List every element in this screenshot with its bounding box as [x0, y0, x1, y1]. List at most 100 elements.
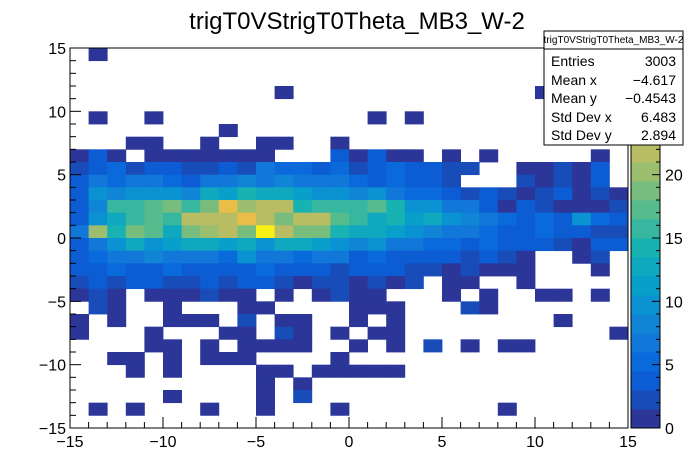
heatmap-cell	[237, 149, 257, 163]
heatmap-cell	[590, 187, 610, 201]
heatmap-cell	[442, 225, 461, 239]
heatmap-cell	[70, 250, 89, 264]
heatmap-cell	[367, 187, 387, 201]
heatmap-cell	[367, 162, 387, 176]
heatmap-cell	[237, 174, 257, 188]
heatmap-cell	[88, 301, 108, 315]
heatmap-cell	[274, 162, 294, 176]
heatmap-cell	[274, 225, 294, 239]
heatmap-cell	[125, 200, 145, 214]
heatmap-cell	[442, 238, 461, 252]
heatmap-cell	[88, 225, 108, 239]
heatmap-cell	[237, 238, 257, 252]
heatmap-cell	[479, 187, 499, 201]
heatmap-cell	[163, 162, 182, 176]
heatmap-cell	[386, 263, 406, 277]
heatmap-cell	[367, 200, 387, 214]
heatmap-cell	[181, 314, 201, 328]
stats-box-title: trigT0VStrigT0Theta_MB3_W-2	[544, 35, 684, 46]
heatmap-cell	[70, 288, 89, 302]
heatmap-cell	[163, 225, 182, 239]
heatmap-cell	[423, 212, 443, 226]
heatmap-cell	[311, 276, 331, 290]
heatmap-cell	[293, 225, 313, 239]
stats-box-frame	[543, 30, 684, 146]
heatmap-cell	[386, 187, 406, 201]
heatmap-cell	[590, 238, 610, 252]
heatmap-cell	[237, 352, 257, 366]
heatmap-cell	[107, 225, 127, 239]
heatmap-cell	[181, 288, 201, 302]
heatmap-cell	[311, 200, 331, 214]
heatmap-cell	[423, 238, 443, 252]
heatmap-cell	[349, 339, 368, 353]
heatmap-cell	[200, 200, 220, 214]
heatmap-cell	[218, 288, 238, 302]
heatmap-cell	[349, 162, 368, 176]
heatmap-cell	[367, 288, 387, 302]
heatmap-cell	[88, 250, 108, 264]
x-tick-label: 0	[345, 434, 354, 451]
heatmap-cell	[442, 288, 461, 302]
heatmap-cell	[442, 174, 461, 188]
heatmap-cell	[256, 225, 275, 239]
heatmap-cell	[274, 187, 294, 201]
stats-value: −4.617	[633, 72, 676, 88]
heatmap-cell	[349, 225, 368, 239]
heatmap-cell	[330, 326, 350, 340]
heatmap-cell	[553, 162, 573, 176]
heatmap-cell	[311, 212, 331, 226]
heatmap-cell	[88, 288, 108, 302]
heatmap-cell	[88, 111, 108, 125]
heatmap-cell	[460, 339, 480, 353]
heatmap-cell	[70, 314, 89, 328]
heatmap-cell	[163, 364, 182, 378]
heatmap-cell	[256, 174, 275, 188]
heatmap-cell	[386, 364, 406, 378]
heatmap-cell	[590, 212, 610, 226]
heatmap-cell	[349, 200, 368, 214]
heatmap-cell	[163, 200, 182, 214]
heatmap-cell	[367, 212, 387, 226]
heatmap-cell	[107, 200, 127, 214]
heatmap-cell	[516, 174, 536, 188]
heatmap-cell	[125, 263, 145, 277]
heatmap-cell	[423, 225, 443, 239]
heatmap-cell	[163, 174, 182, 188]
heatmap-cell	[88, 200, 108, 214]
heatmap-cell	[200, 149, 220, 163]
heatmap-cell	[609, 238, 629, 252]
heatmap-cell	[349, 174, 368, 188]
heatmap-cell	[516, 276, 536, 290]
heatmap-cell	[293, 250, 313, 264]
heatmap-cell	[107, 288, 127, 302]
heatmap-cell	[293, 326, 313, 340]
heatmap-cell	[88, 48, 108, 62]
heatmap-cell	[367, 301, 387, 315]
heatmap-cell	[553, 225, 573, 239]
heatmap-cell	[293, 263, 313, 277]
palette-band	[631, 390, 660, 410]
heatmap-cell	[218, 225, 238, 239]
z-tick-label: 0	[665, 421, 674, 438]
heatmap-cell	[218, 174, 238, 188]
heatmap-cell	[516, 339, 536, 353]
heatmap-cell	[181, 276, 201, 290]
heatmap-cell	[442, 162, 461, 176]
z-tick-label: 10	[665, 294, 683, 311]
heatmap-cell	[163, 352, 182, 366]
heatmap-cell	[274, 326, 294, 340]
palette-band	[631, 219, 660, 239]
heatmap-cell	[293, 276, 313, 290]
stats-label: Mean x	[551, 72, 597, 88]
heatmap-cell	[516, 200, 536, 214]
heatmap-cell	[553, 238, 573, 252]
heatmap-cell	[256, 238, 275, 252]
heatmap-cell	[367, 263, 387, 277]
stats-value: −0.4543	[625, 90, 676, 106]
heatmap-cell	[311, 288, 331, 302]
heatmap-cell	[590, 174, 610, 188]
heatmap-cell	[181, 174, 201, 188]
heatmap-cell	[535, 225, 554, 239]
heatmap-cell	[535, 212, 554, 226]
